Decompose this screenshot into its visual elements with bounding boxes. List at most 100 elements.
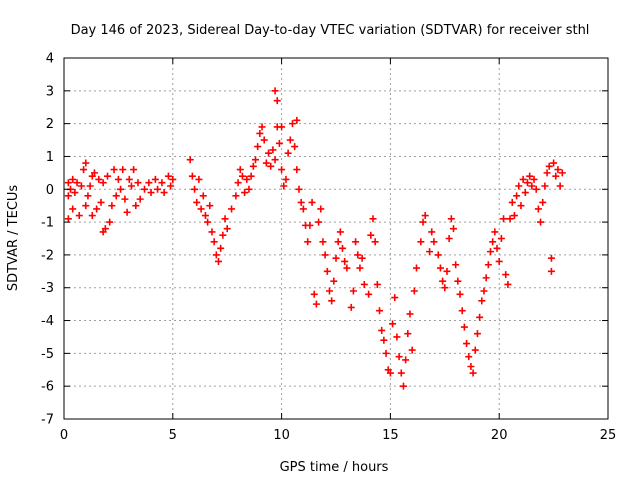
data-point — [278, 166, 286, 174]
data-point — [526, 172, 534, 180]
data-point — [188, 172, 196, 180]
data-point — [547, 254, 555, 262]
data-point — [532, 185, 540, 193]
x-tick-label: 15 — [382, 428, 399, 443]
data-point — [534, 205, 542, 213]
data-point — [167, 182, 175, 190]
data-point — [463, 340, 471, 348]
data-point — [236, 166, 244, 174]
data-point — [371, 238, 379, 246]
data-point — [145, 179, 153, 187]
data-point — [267, 162, 275, 170]
data-point — [125, 175, 133, 183]
data-point — [206, 202, 214, 210]
data-point — [282, 175, 290, 183]
data-point — [356, 264, 364, 272]
data-point — [217, 244, 225, 252]
y-tick-label: 0 — [46, 183, 54, 198]
data-points — [64, 87, 566, 390]
data-point — [291, 143, 299, 151]
data-point — [471, 346, 479, 354]
data-point — [508, 198, 516, 206]
data-point — [369, 215, 377, 223]
data-point — [123, 208, 131, 216]
data-point — [80, 166, 88, 174]
data-point — [530, 175, 538, 183]
data-point — [73, 179, 81, 187]
data-point — [249, 162, 257, 170]
data-point — [286, 136, 294, 144]
data-point — [271, 156, 279, 164]
data-point — [71, 189, 79, 197]
data-point — [360, 280, 368, 288]
data-point — [365, 290, 373, 298]
data-point — [330, 277, 338, 285]
data-point — [336, 228, 344, 236]
data-point — [456, 290, 464, 298]
data-point — [504, 280, 512, 288]
data-point — [502, 271, 510, 279]
data-point — [251, 156, 259, 164]
data-point — [221, 215, 229, 223]
data-point — [447, 215, 455, 223]
data-point — [82, 202, 90, 210]
data-point — [293, 166, 301, 174]
y-tick-label: -5 — [41, 347, 54, 362]
data-point — [238, 172, 246, 180]
data-point — [445, 235, 453, 242]
data-point — [64, 192, 72, 200]
data-point — [460, 323, 468, 331]
y-tick-label: -7 — [41, 413, 54, 428]
data-point — [234, 179, 242, 187]
data-point — [373, 280, 381, 288]
data-point — [208, 228, 216, 236]
data-point — [521, 189, 529, 197]
y-tick-label: 4 — [46, 52, 54, 67]
data-point — [306, 221, 314, 229]
data-point — [376, 307, 384, 315]
data-point — [256, 129, 264, 137]
data-point — [393, 333, 401, 341]
data-point — [186, 156, 194, 164]
data-point — [193, 198, 201, 206]
data-point — [82, 159, 90, 167]
data-point — [278, 123, 286, 131]
data-point — [258, 123, 266, 131]
data-point — [154, 185, 162, 193]
data-point — [169, 175, 177, 183]
data-point — [506, 215, 514, 223]
y-tick-label: -1 — [41, 216, 54, 231]
data-point — [299, 205, 307, 213]
data-point — [473, 330, 481, 338]
data-point — [515, 182, 523, 190]
data-point — [132, 202, 140, 210]
data-point — [117, 185, 125, 193]
data-point — [517, 202, 525, 210]
data-point — [486, 248, 494, 256]
data-point — [443, 267, 451, 275]
data-point — [491, 228, 499, 236]
data-point — [484, 261, 492, 269]
data-point — [136, 195, 144, 203]
data-point — [402, 356, 410, 364]
data-point — [386, 369, 394, 377]
data-point — [550, 159, 558, 167]
data-point — [280, 182, 288, 190]
data-point — [367, 231, 375, 239]
data-point — [310, 290, 318, 298]
data-point — [151, 175, 159, 183]
data-point — [467, 362, 475, 370]
data-point — [489, 238, 497, 246]
data-point — [556, 182, 564, 190]
data-point — [262, 159, 270, 167]
y-tick-label: 2 — [46, 117, 54, 132]
data-point — [284, 149, 292, 157]
y-tick-label: 1 — [46, 150, 54, 165]
data-point — [408, 346, 416, 354]
data-point — [543, 169, 551, 177]
data-point — [219, 231, 227, 239]
data-point — [419, 218, 427, 226]
data-point — [247, 172, 255, 180]
data-point — [295, 185, 303, 193]
data-point — [332, 254, 340, 262]
